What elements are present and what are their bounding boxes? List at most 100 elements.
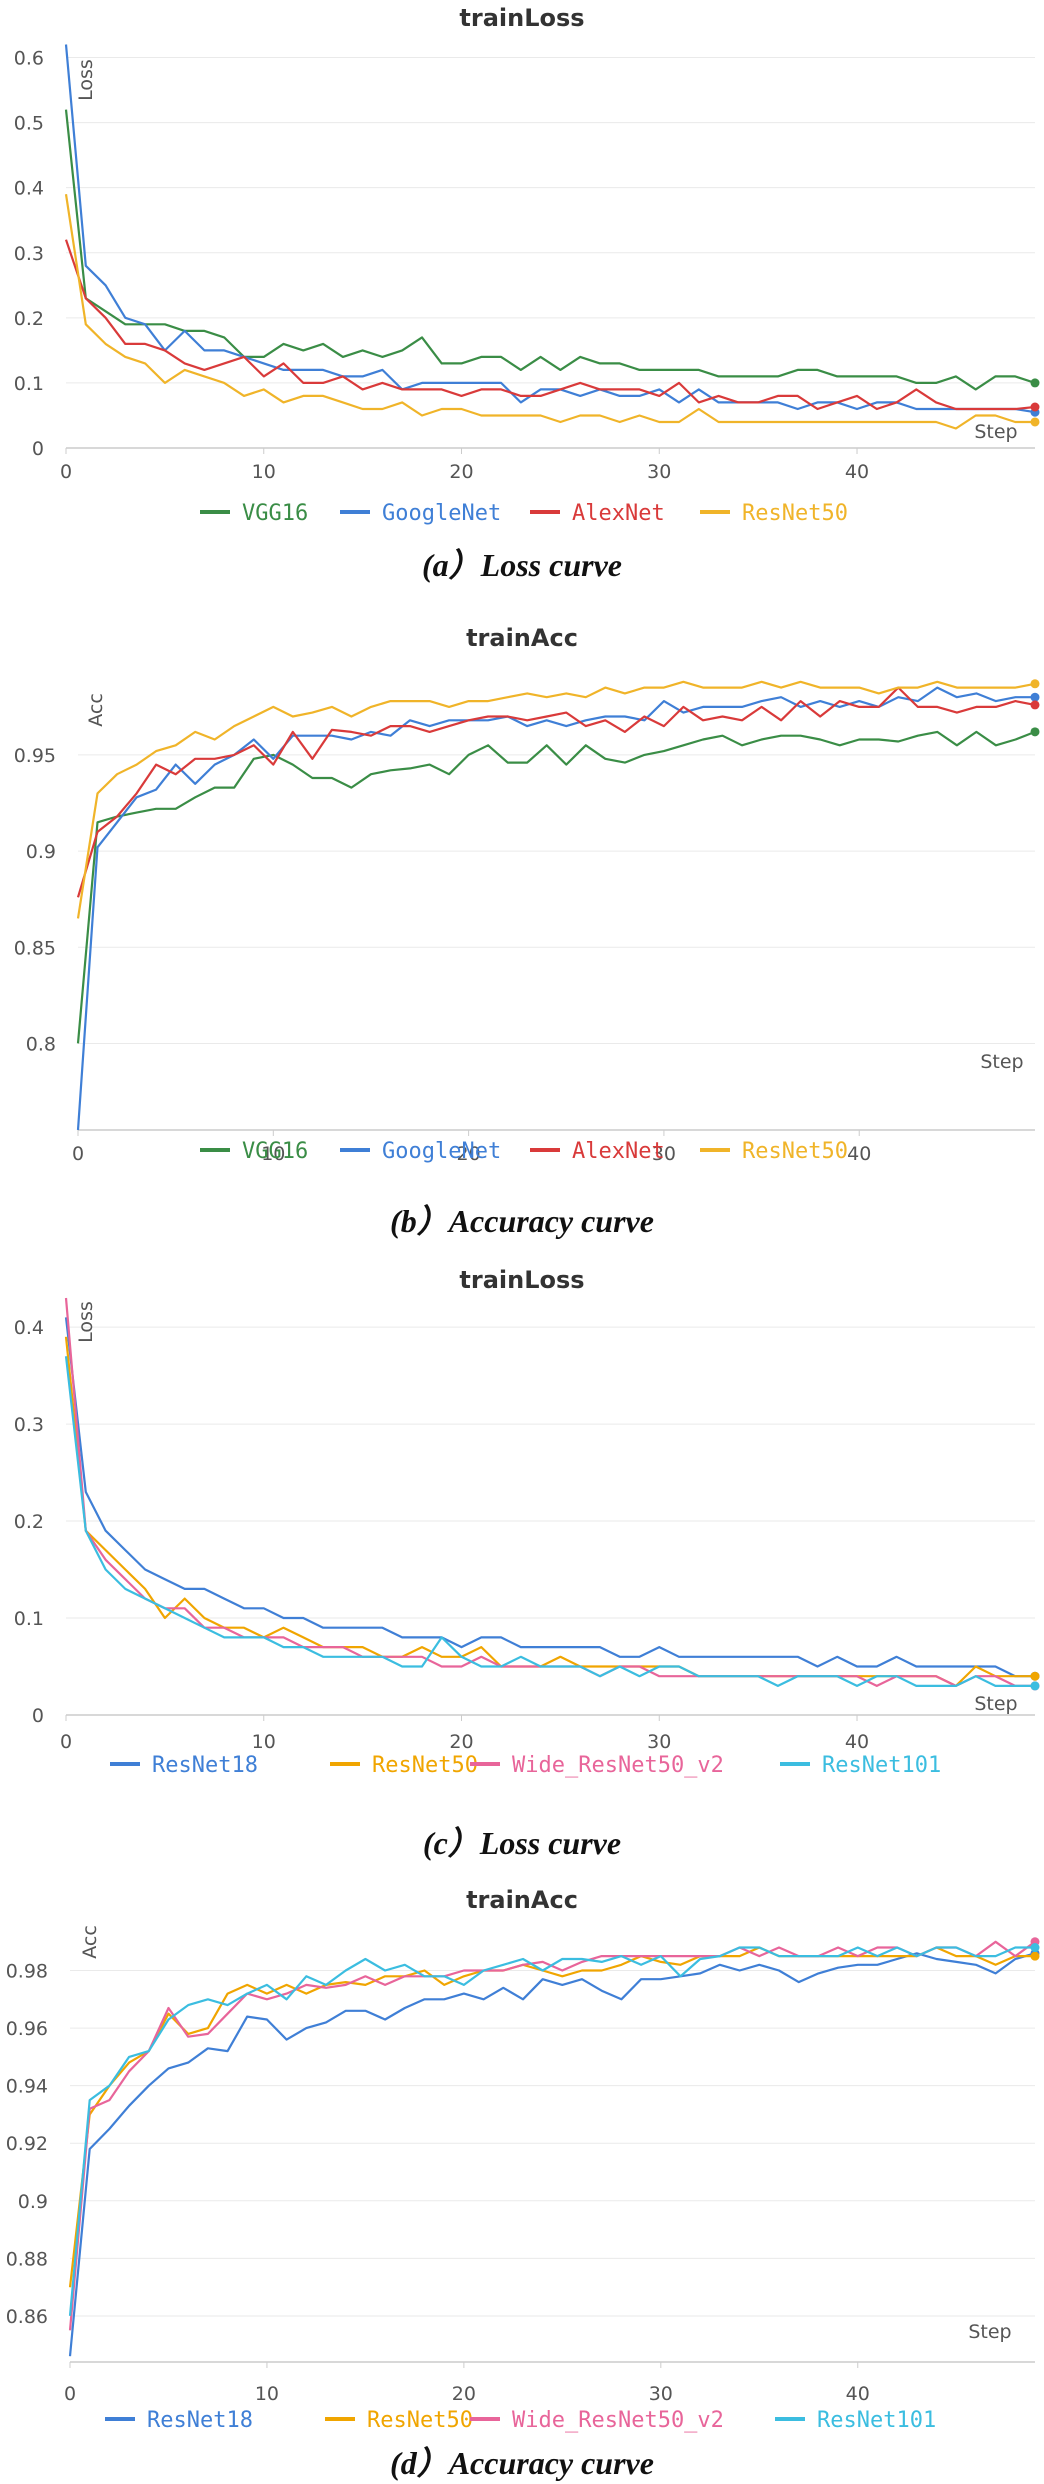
x-tick-label: 0 xyxy=(60,461,72,483)
x-tick-label: 40 xyxy=(845,1731,869,1753)
series-line-Wide_ResNet50_v2 xyxy=(68,1940,1036,2331)
y-tick-label: 0 xyxy=(32,1705,44,1727)
y-tick-label: 0.4 xyxy=(14,1317,44,1339)
x-tick-label: 10 xyxy=(255,2383,279,2405)
y-tick-label: 0.85 xyxy=(14,937,56,959)
series-end-marker-VGG16 xyxy=(1030,727,1040,737)
series-end-marker-ResNet101 xyxy=(1030,1681,1040,1691)
y-tick-label: 0.4 xyxy=(14,178,44,200)
series-end-marker-AlexNet xyxy=(1030,402,1040,412)
series-end-marker-ResNet50 xyxy=(1030,417,1040,427)
y-tick-label: 0.3 xyxy=(14,243,44,265)
y-tick-label: 0.9 xyxy=(18,2191,48,2213)
legend-label: AlexNet xyxy=(572,501,665,526)
y-axis-label: Loss xyxy=(75,59,97,101)
legend-label: ResNet101 xyxy=(817,2408,936,2433)
chart-title: trainLoss xyxy=(459,1266,584,1294)
y-tick-label: 0.3 xyxy=(14,1414,44,1436)
chart-panel-a: trainLoss 0 0.1 0.2 0.3 0.4 0.5 0.6 0 10 20 30 40 Los… xyxy=(0,0,1044,540)
y-tick-label: 0.96 xyxy=(6,2018,48,2040)
chart-panel-b: trainAcc 0.8 0.85 0.9 0.95 0 10 20 30 40 Acc Step VG… xyxy=(0,620,1044,1210)
series-line-AlexNet xyxy=(76,686,1036,898)
y-tick-label: 0.86 xyxy=(6,2306,48,2328)
series-line-AlexNet xyxy=(64,239,1036,411)
chart-title: trainAcc xyxy=(466,624,578,652)
x-axis-label: Step xyxy=(974,1693,1017,1715)
series-line-GoogleNet xyxy=(64,44,1036,414)
y-tick-label: 0.88 xyxy=(6,2248,48,2270)
series-line-ResNet50 xyxy=(64,194,1035,430)
y-tick-label: 0.2 xyxy=(14,308,44,330)
legend-label: ResNet101 xyxy=(822,1753,941,1778)
legend-label: Wide_ResNet50_v2 xyxy=(512,2408,724,2433)
chart-title: trainLoss xyxy=(459,4,584,32)
legend-label: ResNet50 xyxy=(372,1753,478,1778)
accuracy-chart-d: trainAcc 0.86 0.88 0.9 0.92 0.94 0.96 0.98 0 10 20… xyxy=(6,1886,1040,2433)
x-tick-label: 0 xyxy=(60,1731,72,1753)
legend-label: Wide_ResNet50_v2 xyxy=(512,1753,724,1778)
x-tick-label: 30 xyxy=(647,461,671,483)
y-tick-label: 0.92 xyxy=(6,2133,48,2155)
y-tick-label: 0.95 xyxy=(14,745,56,767)
x-tick-label: 30 xyxy=(647,1731,671,1753)
x-tick-label: 10 xyxy=(252,461,276,483)
series-end-marker-VGG16 xyxy=(1030,378,1040,388)
x-tick-label: 30 xyxy=(652,1143,676,1165)
legend-label: ResNet18 xyxy=(147,2408,253,2433)
y-tick-label: 0 xyxy=(32,438,44,460)
accuracy-chart-b: trainAcc 0.8 0.85 0.9 0.95 0 10 20 30 40 Acc Step VG… xyxy=(14,624,1040,1165)
x-tick-label: 40 xyxy=(845,461,869,483)
y-tick-label: 0.2 xyxy=(14,1511,44,1533)
series-end-marker-ResNet101 xyxy=(1030,1943,1040,1953)
series-end-marker-ResNet50 xyxy=(1030,1671,1040,1681)
x-tick-label: 0 xyxy=(64,2383,76,2405)
y-tick-label: 0.1 xyxy=(14,1608,44,1630)
loss-chart-a: trainLoss 0 0.1 0.2 0.3 0.4 0.5 0.6 0 10 20 30 40 Los… xyxy=(14,4,1040,526)
chart-panel-c: trainLoss 0 0.1 0.2 0.3 0.4 0 10 20 30 40 Loss Step R… xyxy=(0,1262,1044,1802)
x-axis-label: Step xyxy=(980,1051,1023,1073)
legend-label: GoogleNet xyxy=(382,1139,501,1164)
legend-label: ResNet50 xyxy=(742,501,848,526)
legend-label: VGG16 xyxy=(242,501,308,526)
loss-chart-c: trainLoss 0 0.1 0.2 0.3 0.4 0 10 20 30 40 Loss Step R… xyxy=(14,1266,1040,1778)
y-tick-label: 0.94 xyxy=(6,2076,48,2098)
y-tick-label: 0.1 xyxy=(14,373,44,395)
legend-label: ResNet18 xyxy=(152,1753,258,1778)
series-line-ResNet18 xyxy=(64,1317,1035,1678)
legend-label: ResNet50 xyxy=(367,2408,473,2433)
chart-panel-d: trainAcc 0.86 0.88 0.9 0.92 0.94 0.96 0.98 0 10 20… xyxy=(0,1882,1044,2442)
x-axis-label: Step xyxy=(974,421,1017,443)
series-end-marker-ResNet50 xyxy=(1030,679,1040,689)
caption-a: (a）Loss curve xyxy=(422,547,622,583)
legend-label: VGG16 xyxy=(242,1139,308,1164)
series-line-ResNet18 xyxy=(68,1952,1036,2357)
y-axis-label: Acc xyxy=(85,693,107,727)
series-line-ResNet101 xyxy=(64,1356,1035,1687)
series-end-marker-ResNet50 xyxy=(1030,1951,1040,1961)
series-line-VGG16 xyxy=(64,109,1036,391)
x-tick-label: 20 xyxy=(457,1143,481,1165)
series-line-VGG16 xyxy=(76,730,1036,1044)
y-tick-label: 0.98 xyxy=(6,1961,48,1983)
series-end-marker-GoogleNet xyxy=(1030,692,1040,702)
x-axis-label: Step xyxy=(968,2321,1011,2343)
legend-label: ResNet50 xyxy=(742,1139,848,1164)
x-tick-label: 20 xyxy=(452,2383,476,2405)
y-tick-label: 0.5 xyxy=(14,113,44,135)
x-tick-label: 40 xyxy=(847,1143,871,1165)
chart-title: trainAcc xyxy=(466,1886,578,1914)
legend-label: GoogleNet xyxy=(382,501,501,526)
y-axis-label: Loss xyxy=(75,1301,97,1343)
y-tick-label: 0.8 xyxy=(26,1033,56,1055)
x-tick-label: 30 xyxy=(649,2383,673,2405)
x-tick-label: 10 xyxy=(252,1731,276,1753)
series-line-ResNet50 xyxy=(64,1336,1035,1687)
caption-c: (c）Loss curve xyxy=(422,1825,622,1861)
series-line-ResNet50 xyxy=(76,680,1036,919)
series-line-ResNet50 xyxy=(68,1946,1035,2288)
caption-b: (b）Accuracy curve xyxy=(390,1203,654,1239)
x-tick-label: 0 xyxy=(72,1143,84,1165)
series-line-ResNet101 xyxy=(68,1946,1035,2316)
x-tick-label: 20 xyxy=(449,1731,473,1753)
y-axis-label: Acc xyxy=(79,1925,101,1959)
